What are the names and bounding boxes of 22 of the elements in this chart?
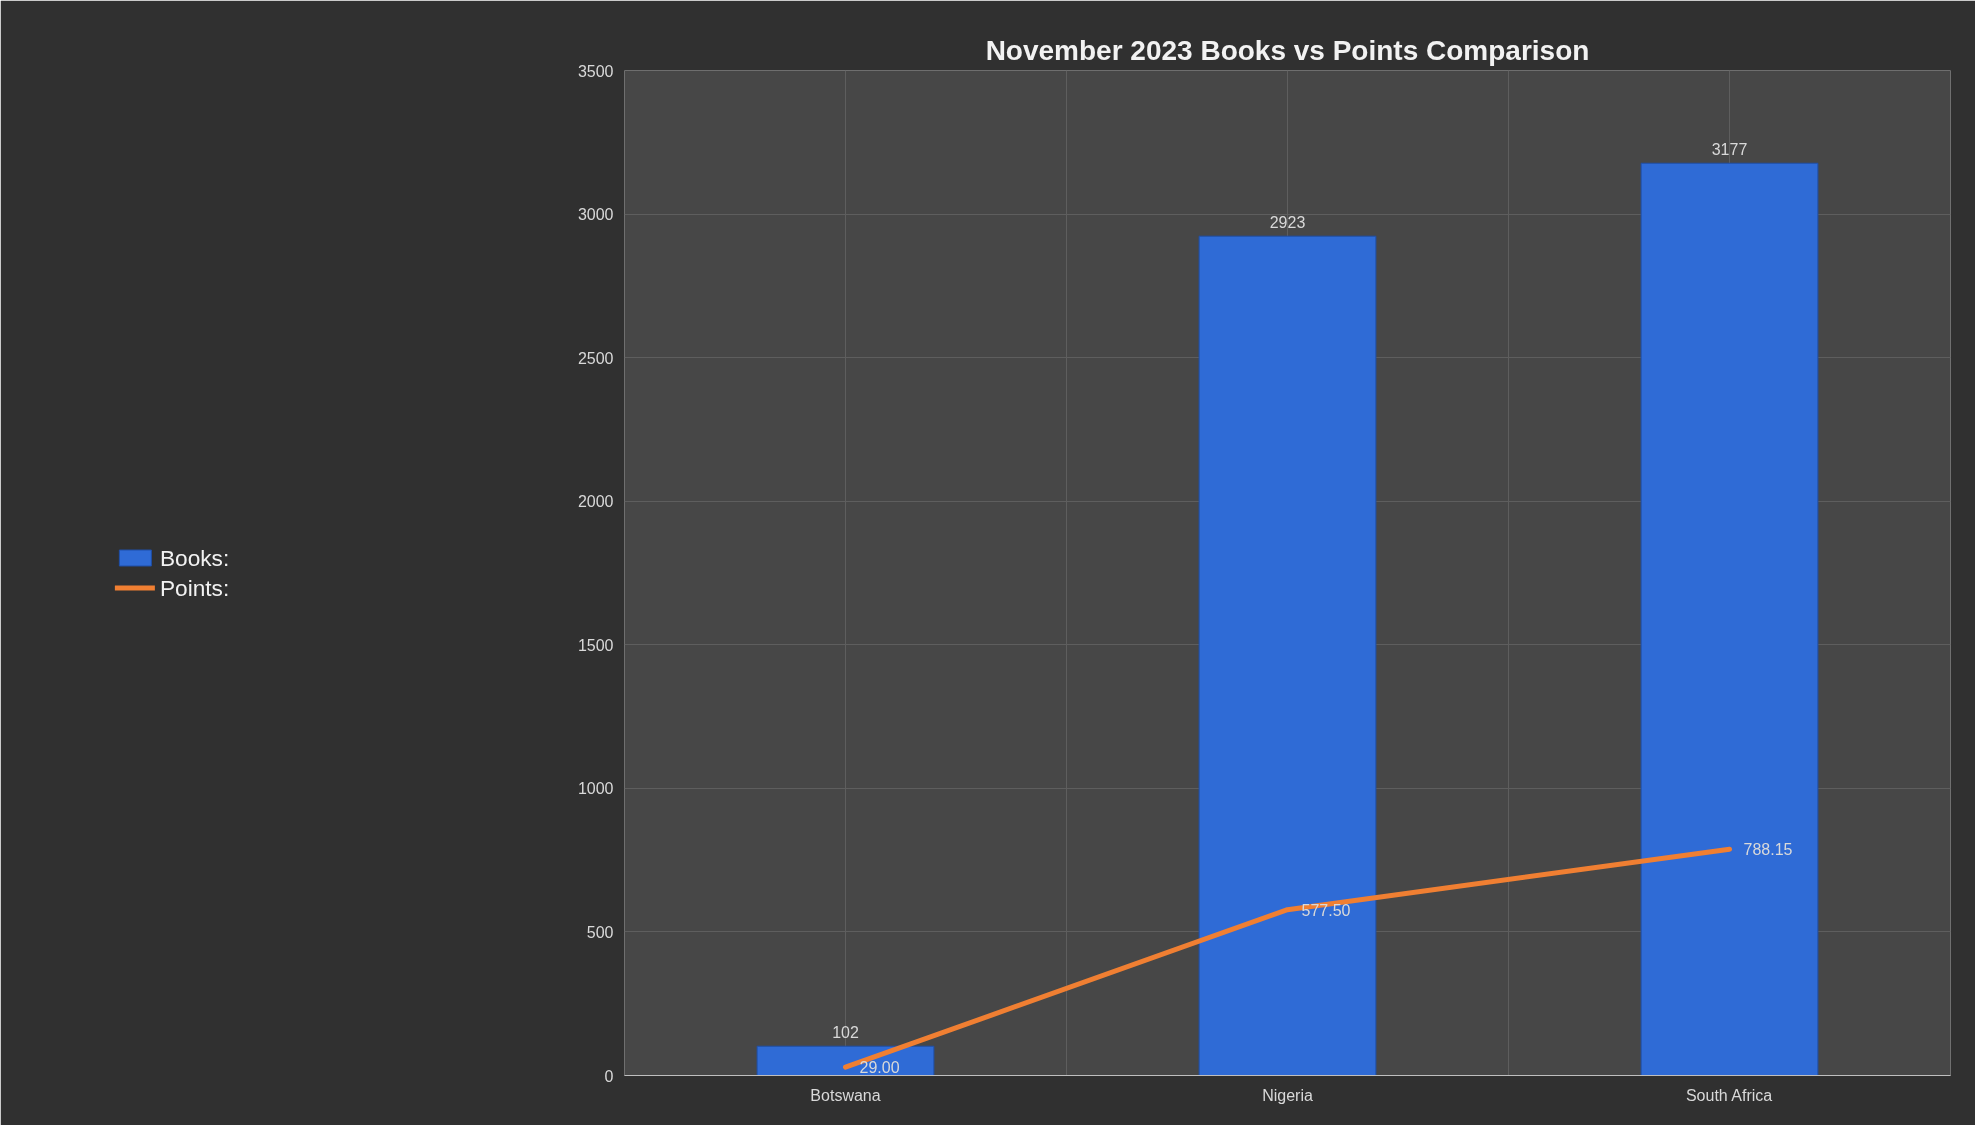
legend-label: Books: — [159, 544, 230, 571]
x-tick-label: Botswana — [810, 1086, 881, 1104]
y-tick-label: 500 — [586, 923, 614, 941]
data-label: 3177 — [1711, 141, 1748, 159]
data-label: 577.50 — [1301, 901, 1351, 919]
chart-title: November 2023 Books vs Points Comparison — [985, 34, 1590, 66]
legend-label: Points: — [159, 574, 230, 601]
x-tick-label: South Africa — [1685, 1086, 1773, 1104]
data-label: 2923 — [1269, 214, 1306, 232]
bar — [1640, 162, 1819, 1076]
data-label: 788.15 — [1743, 841, 1793, 859]
y-tick-label: 2500 — [577, 349, 614, 367]
y-tick-label: 2000 — [577, 493, 614, 511]
y-tick-label: 3500 — [577, 62, 614, 80]
data-label: 102 — [832, 1024, 859, 1042]
y-tick-label: 1500 — [577, 636, 614, 654]
x-tick-label: Nigeria — [1262, 1086, 1313, 1104]
y-tick-label: 3000 — [577, 206, 614, 224]
y-tick-label: 0 — [604, 1067, 614, 1085]
data-label: 29.00 — [859, 1059, 900, 1077]
bar — [1198, 235, 1377, 1076]
y-tick-label: 1000 — [577, 780, 614, 798]
